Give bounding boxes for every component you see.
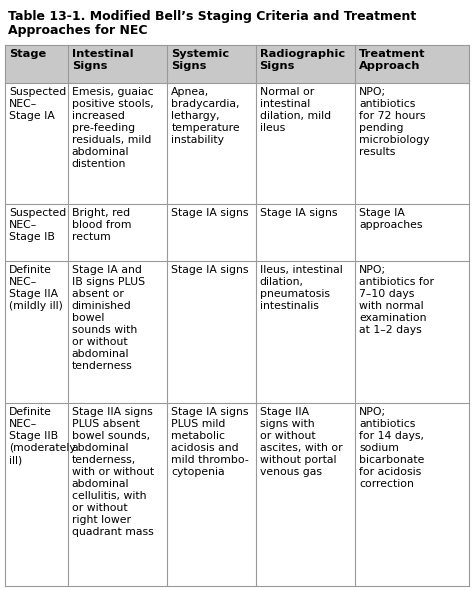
Bar <box>255 45 356 83</box>
Text: Definite
NEC–
Stage IIA
(mildly ill): Definite NEC– Stage IIA (mildly ill) <box>9 265 63 311</box>
Text: Stage IA signs: Stage IA signs <box>260 207 337 217</box>
Text: NPO;
antibiotics
for 72 hours
pending
microbiology
results: NPO; antibiotics for 72 hours pending mi… <box>359 87 430 157</box>
Text: Stage IIA
signs with
or without
ascites, with or
without portal
venous gas: Stage IIA signs with or without ascites,… <box>260 407 342 478</box>
Bar <box>5 83 469 204</box>
Text: Normal or
intestinal
dilation, mild
ileus: Normal or intestinal dilation, mild ileu… <box>260 87 331 134</box>
Text: Stage IIA signs
PLUS absent
bowel sounds,
abdominal
tenderness,
with or without
: Stage IIA signs PLUS absent bowel sounds… <box>72 407 154 537</box>
Bar <box>5 403 469 586</box>
Text: Suspected
NEC–
Stage IB: Suspected NEC– Stage IB <box>9 207 66 242</box>
Text: Radiographic
Signs: Radiographic Signs <box>260 49 345 71</box>
Bar <box>68 45 167 83</box>
Text: Bright, red
blood from
rectum: Bright, red blood from rectum <box>72 207 131 242</box>
Text: Ileus, intestinal
dilation,
pneumatosis
intestinalis: Ileus, intestinal dilation, pneumatosis … <box>260 265 342 311</box>
Text: Stage IA and
IB signs PLUS
absent or
diminished
bowel
sounds with
or without
abd: Stage IA and IB signs PLUS absent or dim… <box>72 265 145 371</box>
Text: Systemic
Signs: Systemic Signs <box>172 49 229 71</box>
Text: Emesis, guaiac
positive stools,
increased
pre-feeding
residuals, mild
abdominal
: Emesis, guaiac positive stools, increase… <box>72 87 154 170</box>
Text: Intestinal
Signs: Intestinal Signs <box>72 49 133 71</box>
Text: Table 13-1. Modified Bell’s Staging Criteria and Treatment: Table 13-1. Modified Bell’s Staging Crit… <box>8 10 416 23</box>
Text: NPO;
antibiotics
for 14 days,
sodium
bicarbonate
for acidosis
correction: NPO; antibiotics for 14 days, sodium bic… <box>359 407 425 489</box>
Text: Stage IA
approaches: Stage IA approaches <box>359 207 423 230</box>
Text: Approaches for NEC: Approaches for NEC <box>8 24 147 37</box>
Text: Stage IA signs
PLUS mild
metabolic
acidosis and
mild thrombo-
cytopenia: Stage IA signs PLUS mild metabolic acido… <box>172 407 249 478</box>
Text: Apnea,
bradycardia,
lethargy,
temperature
instability: Apnea, bradycardia, lethargy, temperatur… <box>172 87 240 145</box>
Text: Suspected
NEC–
Stage IA: Suspected NEC– Stage IA <box>9 87 66 122</box>
Bar <box>5 204 469 261</box>
Text: Stage IA signs: Stage IA signs <box>172 207 249 217</box>
Text: Treatment
Approach: Treatment Approach <box>359 49 426 71</box>
Text: NPO;
antibiotics for
7–10 days
with normal
examination
at 1–2 days: NPO; antibiotics for 7–10 days with norm… <box>359 265 434 336</box>
Bar <box>356 45 469 83</box>
Bar <box>5 45 68 83</box>
Text: Stage: Stage <box>9 49 46 59</box>
Bar <box>167 45 255 83</box>
Text: Definite
NEC–
Stage IIB
(moderately
ill): Definite NEC– Stage IIB (moderately ill) <box>9 407 76 465</box>
Text: Stage IA signs: Stage IA signs <box>172 265 249 275</box>
Bar <box>5 261 469 403</box>
